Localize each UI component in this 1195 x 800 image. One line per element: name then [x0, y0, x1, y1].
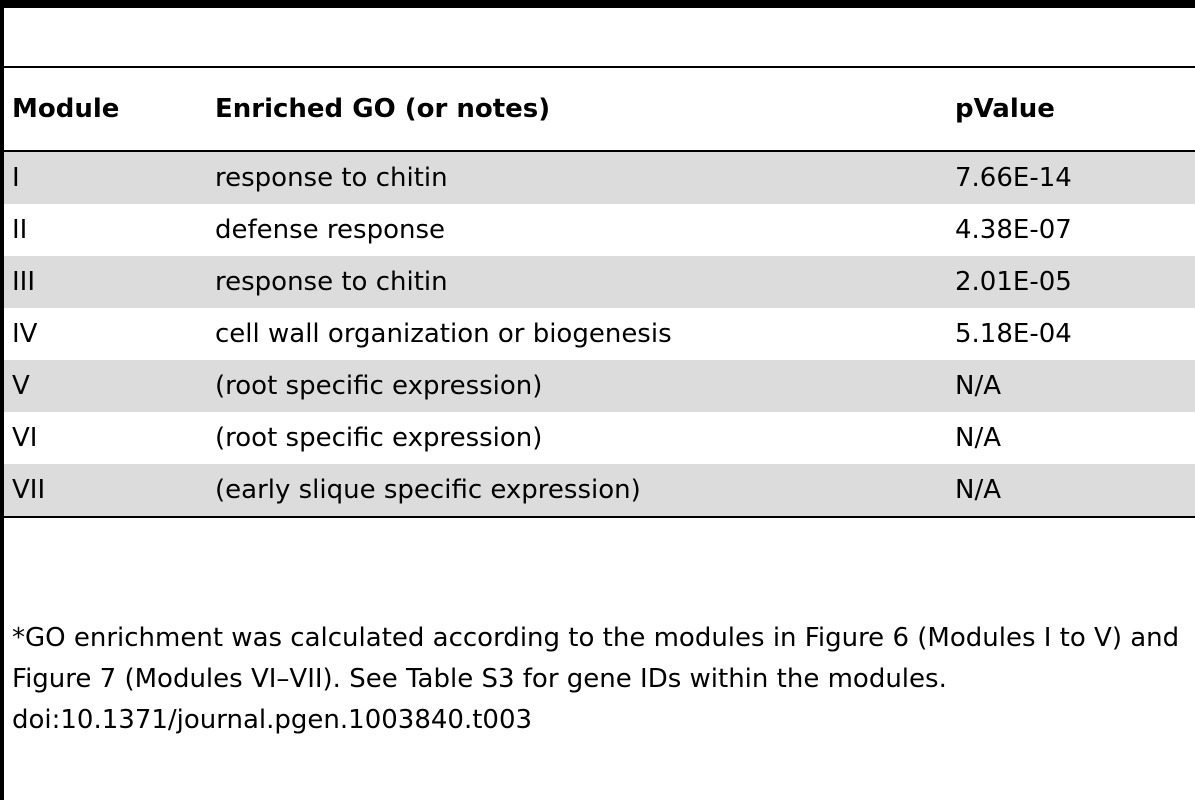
table-row: III response to chitin 2.01E-05	[4, 256, 1195, 308]
table-cell: response to chitin	[215, 163, 448, 193]
table-cell: 2.01E-05	[955, 267, 1072, 297]
table-cell: I	[12, 163, 20, 193]
left-rule	[0, 0, 4, 800]
header-row: Module Enriched GO (or notes) pValue	[4, 67, 1195, 151]
table-cell: N/A	[955, 371, 1001, 401]
table-cell: V	[12, 371, 30, 401]
table-cell: IV	[12, 319, 38, 349]
table-cell: (root specific expression)	[215, 423, 543, 453]
table-cell: (early slique specific expression)	[215, 475, 641, 505]
table-cell: 4.38E-07	[955, 215, 1072, 245]
table-row: VI (root specific expression) N/A	[4, 412, 1195, 464]
footnote: *GO enrichment was calculated according …	[12, 623, 1180, 694]
table-row: V (root specific expression) N/A	[4, 360, 1195, 412]
table-row: IV cell wall organization or biogenesis 5.…	[4, 308, 1195, 360]
header-cell: Enriched GO (or notes)	[215, 94, 551, 124]
table-cell: N/A	[955, 423, 1001, 453]
header-cell: Module	[12, 94, 120, 124]
table-cell: III	[12, 267, 36, 297]
table-cell: 5.18E-04	[955, 319, 1072, 349]
table-row: II defense response 4.38E-07	[4, 204, 1195, 256]
footnote-block: *GO enrichment was calculated according …	[12, 618, 1192, 741]
doi: doi:10.1371/journal.pgen.1003840.t003	[12, 705, 533, 735]
table-row: VII (early slique specific expression) N/A	[4, 464, 1195, 517]
top-rule	[0, 0, 1195, 8]
table-cell: defense response	[215, 215, 446, 245]
table-cell: VI	[12, 423, 38, 453]
table-header: Module Enriched GO (or notes) pValue	[4, 67, 1195, 151]
table-cell: 7.66E-14	[955, 163, 1072, 193]
table-cell: response to chitin	[215, 267, 448, 297]
table-cell: cell wall organization or biogenesis	[215, 319, 672, 349]
table-cell: (root specific expression)	[215, 371, 543, 401]
table-cell: VII	[12, 475, 46, 505]
header-cell: pValue	[955, 94, 1055, 124]
table-cell: N/A	[955, 475, 1001, 505]
table-cell: II	[12, 215, 28, 245]
